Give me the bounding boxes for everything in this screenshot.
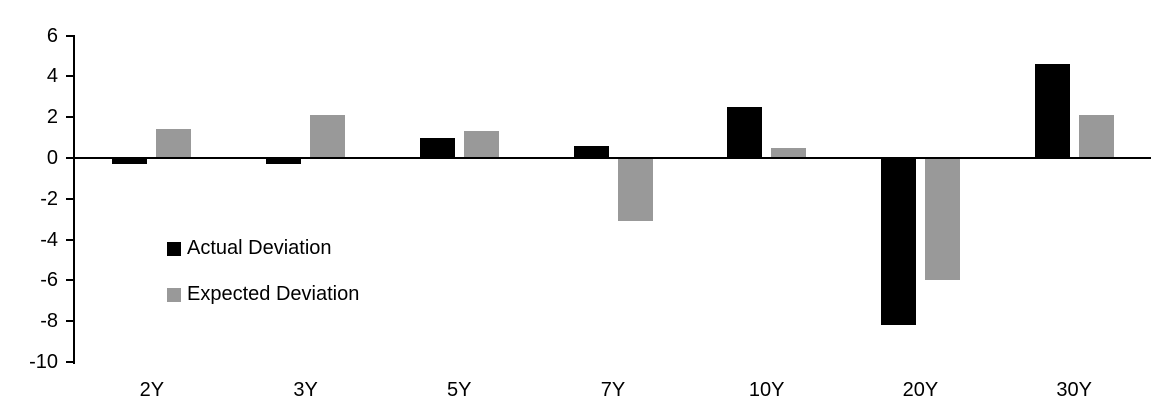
y-tick-label-0: 0 [46,147,58,169]
legend-swatch-icon [167,241,181,256]
y-tick-mark--4 [66,238,75,241]
y-tick-mark-0 [66,157,75,159]
bar-actual-deviation-20y [880,158,916,326]
bar-actual-deviation-3y [266,158,302,165]
x-axis-line [75,157,1151,159]
legend-item-actual-deviation: Actual Deviation [167,234,359,263]
x-tick-label-7y: 7Y [600,379,626,401]
x-tick-label-10y: 10Y [748,379,785,401]
bar-expected-deviation-7y [617,158,653,222]
y-tick-label-2: 2 [46,106,58,129]
bar-actual-deviation-10y [727,107,763,158]
y-tick-mark--8 [66,320,75,323]
legend-label: Expected Deviation [187,283,360,305]
x-tick-label-20y: 20Y [902,379,939,401]
bar-actual-deviation-5y [419,137,455,158]
bar-expected-deviation-20y [924,158,960,281]
x-tick-label-5y: 5Y [447,379,472,401]
bar-expected-deviation-30y [1078,115,1114,158]
y-tick-mark--6 [66,279,75,282]
bar-expected-deviation-2y [156,129,192,158]
y-tick-mark--2 [66,197,75,200]
y-tick-label--10: -10 [29,351,58,373]
x-tick-label-30y: 30Y [1056,379,1092,401]
y-tick-label-4: 4 [46,65,58,88]
y-tick-label--4: -4 [40,228,58,251]
y-tick-mark-6 [66,34,75,37]
bar-actual-deviation-7y [573,145,609,158]
x-tick-label-3y: 3Y [293,379,318,401]
y-tick-mark--10 [66,361,75,363]
y-tick-label--6: -6 [40,269,58,292]
y-tick-label--2: -2 [40,187,58,210]
bar-expected-deviation-3y [310,115,346,158]
y-tick-mark-2 [66,116,75,119]
x-tick-label-2y: 2Y [139,379,165,401]
legend-swatch-icon [167,287,181,302]
y-tick-mark-4 [66,75,75,78]
legend-item-expected-deviation: Expected Deviation [167,280,359,309]
legend-label: Actual Deviation [187,237,332,259]
y-tick-label-6: 6 [46,24,58,47]
bar-expected-deviation-5y [463,131,499,158]
bar-actual-deviation-30y [1034,64,1070,158]
bar-actual-deviation-2y [112,158,148,165]
legend: Actual Deviation Expected Deviation [167,234,359,309]
bar-expected-deviation-10y [771,147,807,158]
y-tick-label--8: -8 [40,310,58,333]
